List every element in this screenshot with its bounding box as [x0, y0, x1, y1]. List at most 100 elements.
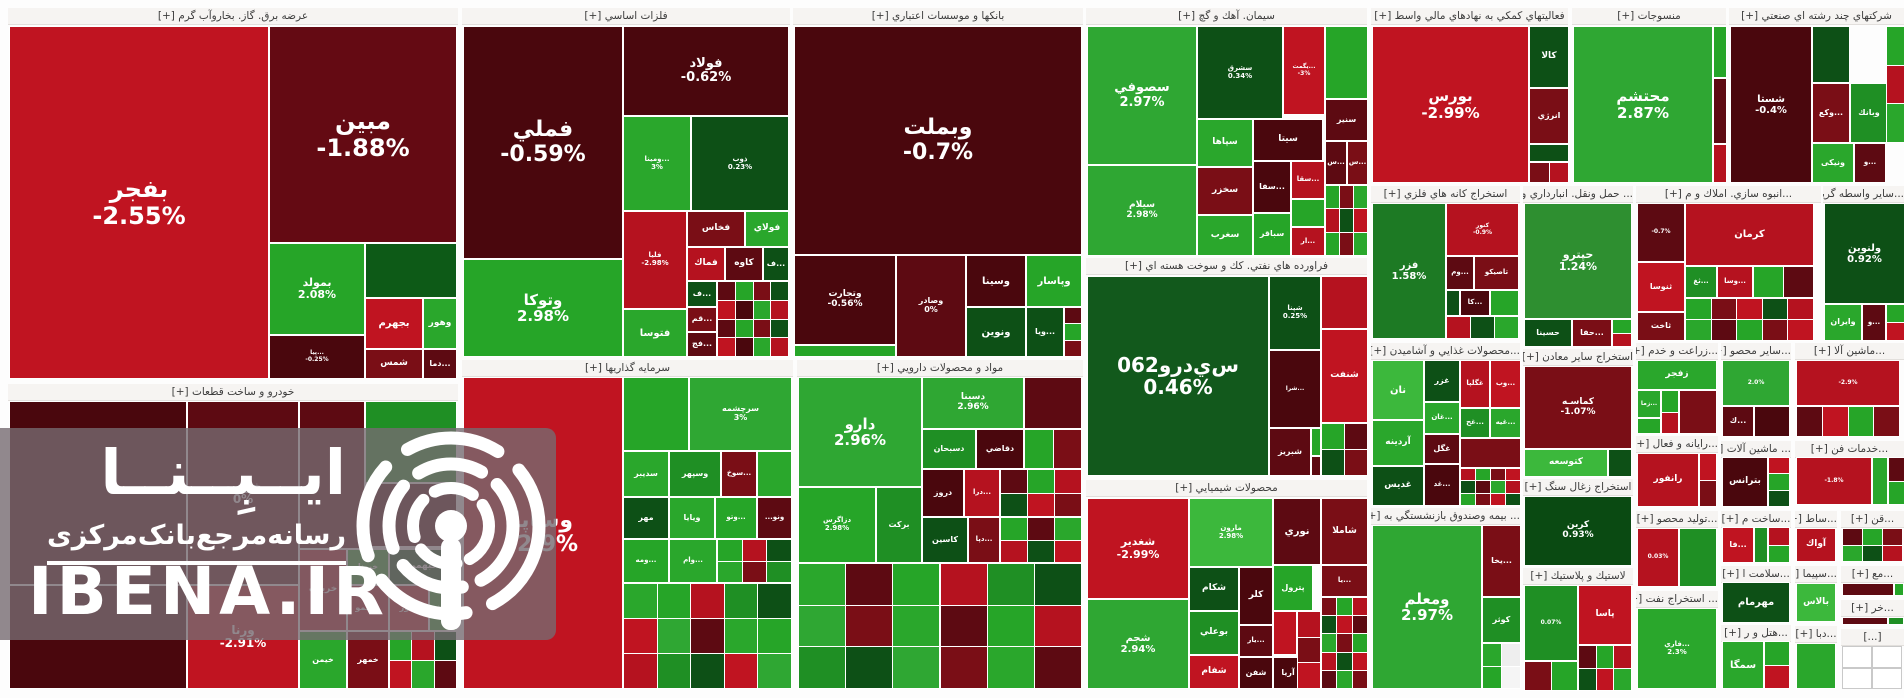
- tile[interactable]: [1755, 528, 1767, 562]
- mosaic-tile[interactable]: [1662, 391, 1678, 412]
- mosaic-tile[interactable]: [1055, 540, 1081, 562]
- tile-فخاس[interactable]: فخاس: [688, 212, 744, 246]
- mosaic-tile[interactable]: [1788, 299, 1813, 319]
- sector-header-8[interactable]: منسوجات [+]: [1572, 8, 1726, 25]
- tile-...ك[interactable]: ...ك: [1723, 407, 1753, 436]
- mosaic-tile[interactable]: [1863, 545, 1882, 561]
- sector-header-30[interactable]: ...ساط [+]: [1795, 511, 1837, 528]
- mosaic-tile[interactable]: [1491, 481, 1505, 493]
- tile[interactable]: [1755, 407, 1789, 436]
- mosaic-tile[interactable]: [724, 584, 758, 618]
- mosaic-tile[interactable]: [1737, 299, 1762, 319]
- mosaic-tile[interactable]: [1614, 668, 1631, 690]
- mosaic-tile[interactable]: [1525, 662, 1551, 690]
- sector-header-20[interactable]: ...رایانه و فعال [+]: [1636, 436, 1718, 453]
- mosaic-tile[interactable]: [1352, 598, 1367, 616]
- mosaic-tile[interactable]: [1326, 232, 1339, 255]
- mosaic-tile[interactable]: [724, 654, 758, 688]
- mosaic-tile[interactable]: [1530, 163, 1549, 182]
- mosaic-tile[interactable]: [1579, 668, 1596, 690]
- sector-header-17[interactable]: ...انبوه سازي. املاك و م [+]: [1636, 186, 1821, 203]
- mosaic-tile[interactable]: [624, 584, 657, 618]
- tile-ولنوین[interactable]: ولنوین 0.92%: [1825, 204, 1904, 303]
- mosaic-tile[interactable]: [1298, 612, 1320, 637]
- mosaic-tile[interactable]: [1737, 320, 1762, 340]
- tile-پترول[interactable]: پترول: [1274, 566, 1312, 610]
- tile-فولاي[interactable]: فولاي: [746, 212, 788, 246]
- mosaic-tile[interactable]: [1298, 663, 1320, 688]
- mosaic-tile[interactable]: [1843, 545, 1862, 561]
- mosaic-tile[interactable]: [1579, 646, 1596, 668]
- mosaic-tile[interactable]: [1887, 104, 1904, 142]
- tile-کنور[interactable]: کنور -0.9%: [1447, 204, 1518, 255]
- mosaic-tile[interactable]: [1769, 474, 1789, 490]
- mosaic-tile[interactable]: [1034, 564, 1081, 605]
- mosaic-tile[interactable]: [1797, 407, 1822, 436]
- tile-سباقر[interactable]: سباقر: [1254, 214, 1290, 255]
- tile[interactable]: 0.03%: [1638, 529, 1678, 586]
- tile[interactable]: [1797, 644, 1835, 688]
- tile-وهور[interactable]: وهور: [424, 299, 456, 348]
- mosaic-tile[interactable]: [1055, 470, 1081, 493]
- tile-...حفا[interactable]: ...حفا: [1573, 320, 1611, 346]
- mosaic-tile[interactable]: [1843, 529, 1862, 545]
- tile-رانفور[interactable]: رانفور: [1638, 454, 1698, 506]
- tile-...شرا[interactable]: ...شرا: [1270, 351, 1320, 427]
- mosaic-tile[interactable]: [1887, 305, 1904, 322]
- mosaic-tile[interactable]: [624, 619, 657, 653]
- tile-مهر[interactable]: مهر: [624, 498, 668, 538]
- mosaic-tile[interactable]: [1686, 320, 1711, 340]
- tile-ویایا[interactable]: ویایا: [670, 498, 714, 538]
- mosaic-tile[interactable]: [1337, 652, 1352, 670]
- mosaic-tile[interactable]: [1863, 529, 1882, 545]
- mosaic-tile[interactable]: [724, 619, 758, 653]
- sector-header-33[interactable]: ...خر [+]: [1841, 600, 1904, 617]
- mosaic-tile[interactable]: [1340, 186, 1353, 209]
- tile-...ف[interactable]: ...ف: [764, 248, 788, 280]
- tile-...دپا[interactable]: ...دپا: [969, 518, 999, 562]
- mosaic-tile[interactable]: [1549, 163, 1568, 182]
- mosaic-tile[interactable]: [1354, 186, 1367, 209]
- mosaic-tile[interactable]: [1822, 407, 1848, 436]
- tile-بجهرم[interactable]: بجهرم: [366, 299, 422, 348]
- mosaic-tile[interactable]: [1337, 634, 1352, 652]
- tile-زفجر[interactable]: زفجر: [1638, 361, 1716, 389]
- mosaic-tile[interactable]: [1476, 469, 1490, 481]
- mosaic-tile[interactable]: [434, 660, 456, 688]
- mosaic-tile[interactable]: [1322, 450, 1344, 475]
- mosaic-tile[interactable]: [1461, 469, 1475, 481]
- sector-header-10[interactable]: استخراج کانه هاي فلزي [+]: [1371, 186, 1520, 203]
- mosaic-tile[interactable]: [1662, 412, 1678, 433]
- mosaic-tile[interactable]: [846, 647, 893, 688]
- tile-...و[interactable]: ...و: [1855, 144, 1885, 182]
- tile-محتشم[interactable]: محتشم 2.87%: [1574, 27, 1712, 182]
- tile-...خ[interactable]: ...خ: [430, 586, 456, 630]
- tile-شاملا[interactable]: شاملا: [1322, 499, 1367, 564]
- mosaic-tile[interactable]: [940, 647, 987, 688]
- tile-برکت[interactable]: برکت: [877, 488, 921, 562]
- mosaic-tile[interactable]: [771, 282, 788, 300]
- tile-وایران[interactable]: وایران: [1825, 305, 1861, 340]
- mosaic-tile[interactable]: [1769, 545, 1789, 562]
- mosaic-tile[interactable]: [1001, 470, 1027, 493]
- tile[interactable]: [1680, 391, 1716, 433]
- tile-خیمن[interactable]: خیمن: [300, 632, 346, 688]
- tile[interactable]: -1.8%: [1797, 458, 1871, 504]
- tile-کلر[interactable]: کلر: [1240, 568, 1272, 624]
- tile-مبین[interactable]: مبین -1.88%: [270, 27, 456, 242]
- sector-header-0[interactable]: عرضه برق. گاز. بخاروآب گرم [+]: [8, 8, 458, 25]
- mosaic-tile[interactable]: [1322, 598, 1337, 616]
- mosaic-tile[interactable]: [846, 605, 893, 647]
- tile-كاوه[interactable]: كاوه: [726, 248, 762, 280]
- mosaic-tile[interactable]: [771, 319, 788, 338]
- tile-شنفت[interactable]: شنفت: [1322, 330, 1367, 422]
- mosaic-tile[interactable]: [1055, 493, 1081, 516]
- tile[interactable]: [1638, 419, 1660, 433]
- mosaic-tile[interactable]: [1506, 481, 1520, 493]
- tile-غگل[interactable]: غگل: [1425, 435, 1459, 463]
- mosaic-tile[interactable]: [1065, 308, 1081, 324]
- tile-نوري[interactable]: نوري: [1274, 499, 1320, 564]
- mosaic-tile[interactable]: [1001, 540, 1027, 562]
- tile[interactable]: [1274, 612, 1296, 654]
- tile-ونوین[interactable]: ونوین: [967, 308, 1025, 356]
